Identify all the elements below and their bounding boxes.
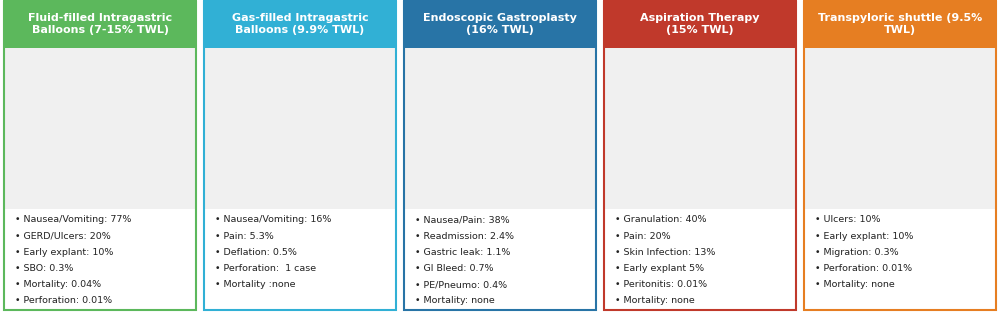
Text: • Deflation: 0.5%: • Deflation: 0.5%	[215, 248, 297, 257]
Bar	[203, 209, 397, 312]
Bar	[403, 209, 597, 312]
Text: • Pain: 5.3%: • Pain: 5.3%	[215, 232, 273, 241]
Text: • Pain: 20%: • Pain: 20%	[615, 232, 670, 241]
Text: • Gastric leak: 1.1%: • Gastric leak: 1.1%	[415, 248, 510, 257]
Text: • Early explant: 10%: • Early explant: 10%	[815, 232, 913, 241]
Text: • Early explant: 10%: • Early explant: 10%	[15, 248, 113, 257]
Bar	[603, 209, 797, 312]
Bar	[403, 0, 597, 48]
Text: • Migration: 0.3%: • Migration: 0.3%	[815, 248, 898, 257]
Bar	[403, 48, 597, 209]
Bar	[3, 0, 197, 48]
Text: • Perforation: 0.01%: • Perforation: 0.01%	[15, 296, 112, 305]
Bar	[803, 0, 997, 48]
Text: • Perforation: 0.01%: • Perforation: 0.01%	[815, 264, 912, 273]
Text: Endoscopic Gastroplasty
(16% TWL): Endoscopic Gastroplasty (16% TWL)	[423, 13, 577, 35]
Bar	[3, 209, 197, 312]
Text: • Nausea/Vomiting: 77%: • Nausea/Vomiting: 77%	[15, 215, 131, 224]
Text: • Nausea/Pain: 38%: • Nausea/Pain: 38%	[415, 215, 509, 224]
Bar	[803, 48, 997, 209]
Text: • Early explant 5%: • Early explant 5%	[615, 264, 704, 273]
Text: Transpyloric shuttle (9.5%
TWL): Transpyloric shuttle (9.5% TWL)	[818, 13, 982, 35]
Text: • Readmission: 2.4%: • Readmission: 2.4%	[415, 232, 514, 241]
Text: • GERD/Ulcers: 20%: • GERD/Ulcers: 20%	[15, 232, 110, 241]
Text: • Nausea/Vomiting: 16%: • Nausea/Vomiting: 16%	[215, 215, 331, 224]
Bar	[203, 0, 397, 48]
Bar	[803, 209, 997, 312]
Bar	[603, 0, 797, 48]
Bar	[3, 48, 197, 209]
Text: • Mortality :none: • Mortality :none	[215, 280, 295, 289]
Text: • Perforation:  1 case: • Perforation: 1 case	[215, 264, 316, 273]
Text: • Peritonitis: 0.01%: • Peritonitis: 0.01%	[615, 280, 707, 289]
Text: • Mortality: none: • Mortality: none	[815, 280, 894, 289]
Text: • Granulation: 40%: • Granulation: 40%	[615, 215, 706, 224]
Bar	[203, 48, 397, 209]
Text: • Mortality: 0.04%: • Mortality: 0.04%	[15, 280, 101, 289]
Text: • Mortality: none: • Mortality: none	[615, 296, 694, 305]
Text: Aspiration Therapy
(15% TWL): Aspiration Therapy (15% TWL)	[640, 13, 760, 35]
Text: Fluid-filled Intragastric
Balloons (7-15% TWL): Fluid-filled Intragastric Balloons (7-15…	[28, 13, 172, 35]
Text: • Ulcers: 10%: • Ulcers: 10%	[815, 215, 880, 224]
Text: • Skin Infection: 13%: • Skin Infection: 13%	[615, 248, 715, 257]
Text: • PE/Pneumo: 0.4%: • PE/Pneumo: 0.4%	[415, 280, 507, 289]
Bar	[603, 48, 797, 209]
Text: • GI Bleed: 0.7%: • GI Bleed: 0.7%	[415, 264, 493, 273]
Text: • SBO: 0.3%: • SBO: 0.3%	[15, 264, 73, 273]
Text: Gas-filled Intragastric
Balloons (9.9% TWL): Gas-filled Intragastric Balloons (9.9% T…	[232, 13, 368, 35]
Text: • Mortality: none: • Mortality: none	[415, 296, 494, 305]
